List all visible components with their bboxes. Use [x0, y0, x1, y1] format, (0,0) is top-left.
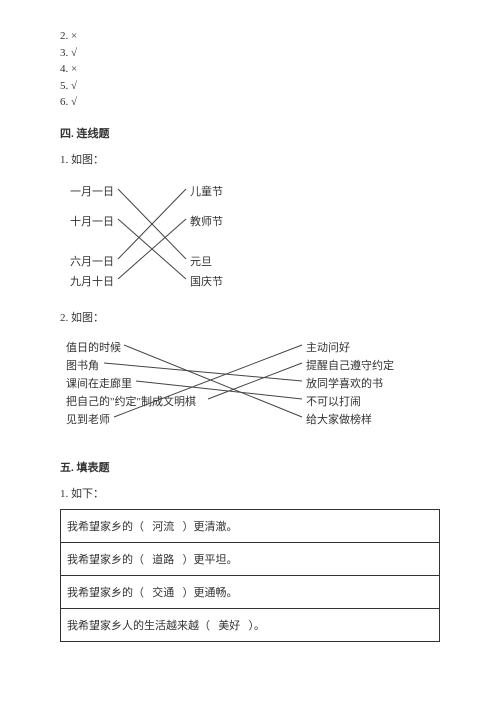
- match1-right-item: 国庆节: [190, 273, 223, 289]
- num: 3.: [60, 47, 68, 59]
- match2-right-item: 不可以打闹: [306, 393, 361, 409]
- blank: 交通: [152, 587, 174, 599]
- check-item: 6. √: [60, 94, 440, 111]
- check-item: 5. √: [60, 78, 440, 95]
- match1-right-item: 教师节: [190, 213, 223, 229]
- num: 2.: [60, 30, 68, 42]
- check-item: 4. ×: [60, 61, 440, 78]
- cell: 我希望家乡的（ 道路 ）更平坦。: [61, 542, 440, 575]
- check-item: 3. √: [60, 45, 440, 62]
- mark: √: [71, 80, 77, 92]
- section5-title: 五. 填表题: [60, 459, 440, 475]
- post: ）。: [249, 620, 266, 632]
- match2-left-item: 见到老师: [66, 411, 110, 427]
- q1-label: 1. 如图：: [60, 151, 440, 167]
- match2-right-item: 放同学喜欢的书: [306, 375, 383, 391]
- blank: 道路: [152, 554, 174, 566]
- table-row: 我希望家乡的（ 交通 ）更通畅。: [61, 575, 440, 608]
- num: 4.: [60, 63, 68, 75]
- check-item: 2. ×: [60, 28, 440, 45]
- match2-left-item: 课间在走廊里: [66, 375, 132, 391]
- match2-right-item: 给大家做榜样: [306, 411, 372, 427]
- match1-left-item: 十月一日: [70, 213, 114, 229]
- num: 5.: [60, 80, 68, 92]
- cell: 我希望家乡的（ 交通 ）更通畅。: [61, 575, 440, 608]
- post: ）更通畅。: [183, 587, 238, 599]
- mark: √: [71, 96, 77, 108]
- cell: 我希望家乡的（ 河流 ）更清澈。: [61, 509, 440, 542]
- match1-right-item: 儿童节: [190, 183, 223, 199]
- matching-2: 值日的时候图书角课间在走廊里把自己的"约定"制成文明棋见到老师 主动问好提醒自己…: [60, 333, 440, 441]
- match1-left-item: 九月十日: [70, 273, 114, 289]
- table-row: 我希望家乡人的生活越来越（ 美好 ）。: [61, 608, 440, 641]
- section4-title: 四. 连线题: [60, 125, 440, 141]
- match2-right-item: 主动问好: [306, 339, 350, 355]
- num: 6.: [60, 96, 68, 108]
- blank: 美好: [218, 620, 240, 632]
- match2-right-item: 提醒自己遵守约定: [306, 357, 394, 373]
- match1-left-item: 六月一日: [70, 253, 114, 269]
- post: ）更清澈。: [183, 521, 238, 533]
- match2-left-item: 把自己的"约定"制成文明棋: [66, 393, 196, 409]
- match1-right-item: 元旦: [190, 253, 212, 269]
- mark: ×: [71, 30, 77, 42]
- q5-label: 1. 如下：: [60, 485, 440, 501]
- match2-left-item: 图书角: [66, 357, 99, 373]
- match2-left-item: 值日的时候: [66, 339, 121, 355]
- pre: 我希望家乡的（: [67, 554, 144, 566]
- table-row: 我希望家乡的（ 道路 ）更平坦。: [61, 542, 440, 575]
- check-list: 2. × 3. √ 4. × 5. √ 6. √: [60, 28, 440, 111]
- table-row: 我希望家乡的（ 河流 ）更清澈。: [61, 509, 440, 542]
- matching-1: 一月一日十月一日六月一日九月十日 儿童节教师节元旦国庆节: [60, 175, 440, 293]
- post: ）更平坦。: [183, 554, 238, 566]
- q2-label: 2. 如图：: [60, 309, 440, 325]
- pre: 我希望家乡人的生活越来越（: [67, 620, 210, 632]
- fill-table: 我希望家乡的（ 河流 ）更清澈。 我希望家乡的（ 道路 ）更平坦。 我希望家乡的…: [60, 509, 440, 642]
- mark: √: [71, 47, 77, 59]
- match1-left-item: 一月一日: [70, 183, 114, 199]
- mark: ×: [71, 63, 77, 75]
- blank: 河流: [152, 521, 174, 533]
- pre: 我希望家乡的（: [67, 587, 144, 599]
- cell: 我希望家乡人的生活越来越（ 美好 ）。: [61, 608, 440, 641]
- pre: 我希望家乡的（: [67, 521, 144, 533]
